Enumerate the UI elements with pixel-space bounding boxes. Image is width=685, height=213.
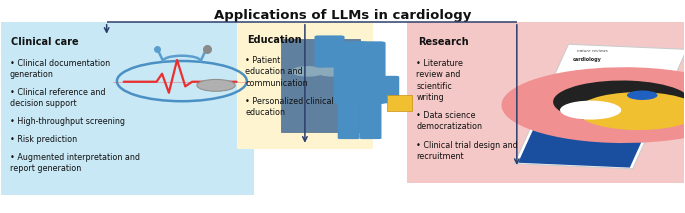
Text: • Data science
democratization: • Data science democratization [416,111,482,131]
Text: • High-throughput screening: • High-throughput screening [10,117,125,126]
Text: • Clinical documentation
generation: • Clinical documentation generation [10,59,110,79]
Text: Research: Research [418,37,469,47]
Text: • Personalized clinical
education: • Personalized clinical education [245,97,334,117]
FancyBboxPatch shape [387,95,412,111]
FancyBboxPatch shape [360,99,382,139]
Text: • Patient
education and
communication: • Patient education and communication [245,56,308,88]
Text: • Risk prediction: • Risk prediction [10,135,77,144]
Circle shape [553,81,685,123]
FancyBboxPatch shape [314,35,345,68]
FancyBboxPatch shape [236,22,373,149]
Text: Clinical care: Clinical care [11,37,79,47]
Circle shape [291,66,325,77]
FancyBboxPatch shape [1,22,253,195]
Circle shape [627,91,658,100]
Circle shape [197,79,235,91]
FancyBboxPatch shape [334,41,386,104]
FancyBboxPatch shape [375,76,399,103]
Text: • Augmented interpretation and
report generation: • Augmented interpretation and report ge… [10,153,140,173]
Circle shape [316,66,349,77]
Text: • Clinical reference and
decision support: • Clinical reference and decision suppor… [10,88,105,108]
FancyBboxPatch shape [408,22,684,183]
Text: Education: Education [247,35,301,45]
Text: • Clinical trial design and
recruitment: • Clinical trial design and recruitment [416,141,518,161]
FancyBboxPatch shape [338,99,360,139]
Text: Applications of LLMs in cardiology: Applications of LLMs in cardiology [214,9,471,22]
Circle shape [501,67,685,143]
Circle shape [560,101,621,119]
Text: • Literature
review and
scientific
writing: • Literature review and scientific writi… [416,59,463,102]
FancyBboxPatch shape [514,44,685,169]
FancyBboxPatch shape [281,39,360,132]
FancyBboxPatch shape [518,130,645,168]
Text: cardiology: cardiology [573,57,601,62]
Circle shape [577,92,685,130]
Circle shape [340,41,379,53]
Text: nature reviews: nature reviews [577,49,608,53]
